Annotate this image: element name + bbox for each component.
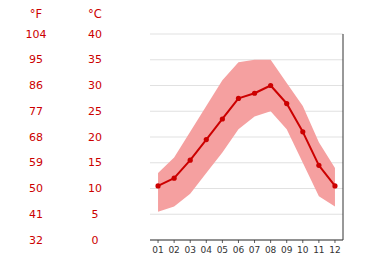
y2-tick-label: 41 [29, 208, 43, 221]
y2-tick-label: 32 [29, 234, 43, 247]
x-tick-label: 09 [281, 245, 293, 255]
y2-tick-label: 95 [29, 53, 43, 66]
x-tick-label: 04 [201, 245, 213, 255]
y-tick-label: 5 [92, 208, 99, 221]
x-tick-label: 07 [249, 245, 260, 255]
mean-point [155, 183, 160, 188]
mean-line [158, 86, 335, 186]
y-tick-label: 35 [88, 53, 102, 66]
x-tick [190, 240, 191, 243]
chart: 05101520253035403241505968778695104°F°C0… [0, 0, 365, 273]
x-tick-label: 10 [297, 245, 309, 255]
y2-tick-label: 50 [29, 182, 43, 195]
grid-line [150, 59, 343, 60]
y-tick-label: 0 [92, 234, 99, 247]
mean-point [332, 183, 337, 188]
mean-point [172, 176, 177, 181]
x-tick-label: 06 [233, 245, 245, 255]
x-tick-label: 02 [168, 245, 179, 255]
y2-tick-label: 104 [26, 28, 47, 41]
y-tick-label: 40 [88, 28, 102, 41]
y2-tick-label: 86 [29, 79, 43, 92]
mean-point [252, 91, 257, 96]
y2-tick-label: 77 [29, 105, 43, 118]
x-tick-label: 08 [265, 245, 277, 255]
range-band [158, 60, 335, 212]
y2-tick-label: 59 [29, 156, 43, 169]
x-tick [206, 240, 207, 243]
x-tick [334, 240, 335, 243]
x-axis-line [150, 240, 343, 241]
mean-point [300, 129, 305, 134]
x-tick [254, 240, 255, 243]
y-tick-label: 10 [88, 182, 102, 195]
x-tick [158, 240, 159, 243]
mean-point [236, 96, 241, 101]
mean-point [316, 163, 321, 168]
x-tick [318, 240, 319, 243]
y-axis-label: °C [88, 7, 102, 21]
x-tick [174, 240, 175, 243]
x-tick-label: 03 [184, 245, 195, 255]
x-tick-label: 11 [313, 245, 324, 255]
x-tick [270, 240, 271, 243]
y-tick-label: 25 [88, 105, 102, 118]
mean-point [220, 116, 225, 121]
x-tick [286, 240, 287, 243]
y-tick-label: 30 [88, 79, 102, 92]
x-tick-label: 12 [329, 245, 340, 255]
mean-point [188, 158, 193, 163]
mean-point [284, 101, 289, 106]
x-tick [238, 240, 239, 243]
y-tick-label: 15 [88, 156, 102, 169]
mean-point [204, 137, 209, 142]
x-tick [222, 240, 223, 243]
plot-area [155, 60, 337, 212]
mean-point [268, 83, 273, 88]
y-tick-label: 20 [88, 131, 102, 144]
y2-tick-label: 68 [29, 131, 43, 144]
y2-axis-label: °F [30, 7, 42, 21]
grid-line [150, 34, 343, 35]
x-tick-label: 01 [152, 245, 163, 255]
y-axis-line [343, 34, 344, 240]
grid-line [150, 214, 343, 215]
x-tick-label: 05 [217, 245, 228, 255]
grid-line [150, 240, 343, 241]
x-tick [302, 240, 303, 243]
